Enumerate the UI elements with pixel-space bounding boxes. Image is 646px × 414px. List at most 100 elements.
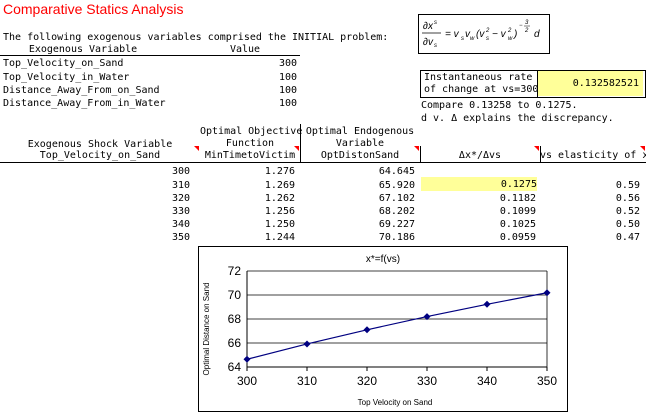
x-tick-label: 300 [237, 374, 257, 388]
svg-text:s: s [461, 36, 464, 42]
col3-header-line2: Variable [335, 138, 385, 149]
explain-note: d v. Δ explains the discrepancy. [421, 113, 614, 124]
x-tick-label: 320 [357, 374, 377, 388]
exo-row-name[interactable]: Distance_Away_From_in_Water [3, 98, 166, 109]
shock-cell[interactable]: 350 [171, 232, 190, 243]
endog-cell[interactable]: 68.202 [378, 206, 415, 217]
col3-header-line3: OptDistonSand [320, 150, 400, 161]
comment-indicator[interactable] [294, 146, 299, 151]
col2-header-line1: Optimal Objective [200, 126, 303, 137]
ratio-cell[interactable]: 0.1182 [499, 193, 536, 204]
endog-cell[interactable]: 67.102 [378, 193, 415, 204]
x-tick-label: 340 [477, 374, 497, 388]
comment-indicator[interactable] [194, 146, 199, 151]
data-point-marker [243, 355, 251, 363]
svg-text:s: s [434, 43, 437, 49]
objective-cell[interactable]: 1.262 [264, 193, 295, 204]
comment-indicator[interactable] [640, 146, 645, 151]
x-tick-label: 350 [537, 374, 557, 388]
line-chart: x*=f(vs) Top Velocity on Sand Optimal Di… [202, 254, 557, 407]
svg-text:d: d [534, 29, 540, 40]
svg-text:w: w [508, 36, 513, 42]
exo-row-value[interactable]: 100 [278, 72, 297, 83]
endog-cell[interactable]: 70.186 [378, 232, 415, 243]
svg-text:3: 3 [525, 20, 529, 26]
ratio-cell[interactable]: 0.1099 [499, 206, 536, 217]
objective-cell[interactable]: 1.256 [264, 206, 295, 217]
x-tick-label: 310 [297, 374, 317, 388]
compare-note: Compare 0.13258 to 0.1275. [421, 100, 578, 111]
svg-text:2: 2 [507, 28, 512, 34]
data-point-marker [483, 300, 491, 308]
endog-cell[interactable]: 69.227 [378, 219, 415, 230]
data-point-marker [363, 326, 371, 334]
chart-title: x*=f(vs) [366, 254, 400, 265]
col2-header-line3: MinTimetoVictim [204, 150, 296, 161]
y-tick-label: 70 [228, 288, 242, 302]
exo-row-name[interactable]: Top_Velocity_in_Water [3, 72, 130, 83]
col4-header: Δx*/Δvs [458, 150, 502, 161]
elasticity-cell[interactable]: 0.56 [615, 193, 640, 204]
data-point-marker [543, 289, 551, 297]
exo-header-variable: Exogenous Variable [28, 44, 138, 55]
ratio-cell[interactable]: 0.0959 [499, 232, 536, 243]
svg-text:s: s [434, 20, 437, 26]
objective-cell[interactable]: 1.250 [264, 219, 295, 230]
svg-text:(v: (v [476, 29, 485, 40]
y-tick-label: 66 [228, 336, 242, 350]
elasticity-cell[interactable]: 0.47 [615, 232, 640, 243]
elasticity-cell[interactable]: 0.50 [615, 219, 640, 230]
svg-text:= v: = v [445, 29, 460, 40]
shock-cell[interactable]: 330 [171, 206, 190, 217]
shock-cell[interactable]: 320 [171, 193, 190, 204]
col-separator [300, 124, 301, 162]
series-line [246, 292, 548, 360]
comment-indicator[interactable] [414, 146, 419, 151]
col-separator [540, 146, 541, 162]
rate-box-divider [537, 70, 538, 97]
shock-cell[interactable]: 310 [171, 180, 190, 191]
elasticity-cell[interactable]: 0.59 [615, 180, 640, 191]
objective-cell[interactable]: 1.269 [264, 180, 295, 191]
objective-cell[interactable]: 1.276 [264, 166, 295, 177]
table-header-rule [0, 162, 646, 163]
ratio-cell: 0.1275 [500, 179, 537, 190]
rate-label-line2: of change at vs=300 [424, 84, 539, 95]
svg-text:2: 2 [524, 28, 529, 34]
ratio-cell-highlight[interactable]: 0.1275 [421, 177, 537, 191]
svg-text:): ) [513, 29, 517, 40]
exo-row-value[interactable]: 300 [278, 58, 297, 69]
shock-cell[interactable]: 300 [171, 166, 190, 177]
data-point-marker [303, 340, 311, 348]
svg-text:2: 2 [485, 28, 490, 34]
col3-header-line1: Optimal Endogenous [305, 126, 415, 137]
col5-header: vs elasticity of x* [540, 150, 646, 161]
elasticity-cell[interactable]: 0.52 [615, 206, 640, 217]
ratio-cell[interactable]: 0.1025 [499, 219, 536, 230]
endog-cell[interactable]: 65.920 [378, 180, 415, 191]
x-tick-label: 330 [417, 374, 437, 388]
exo-row-name[interactable]: Distance_Away_From_on_Sand [3, 85, 160, 96]
exo-row-name[interactable]: Top_Velocity_on_Sand [3, 58, 124, 69]
intro-text: The following exogenous variables compri… [3, 32, 389, 43]
exo-row-value[interactable]: 100 [278, 85, 297, 96]
col1-header-line1: Exogenous Shock Variable [27, 139, 173, 150]
comment-indicator[interactable] [534, 146, 539, 151]
col1-header-line2: Top_Velocity_on_Sand [39, 150, 161, 161]
y-tick-label: 68 [228, 312, 242, 326]
chart-x-axis-label: Top Velocity on Sand [358, 398, 433, 407]
data-point-marker [423, 313, 431, 321]
svg-text:−: − [519, 23, 523, 29]
svg-text:∂x: ∂x [423, 21, 434, 32]
objective-cell[interactable]: 1.244 [264, 232, 295, 243]
chart-object[interactable]: x*=f(vs) Top Velocity on Sand Optimal Di… [198, 246, 568, 412]
chart-y-axis-label: Optimal Distance on Sand [202, 283, 211, 376]
exo-row-value[interactable]: 100 [278, 98, 297, 109]
shock-cell[interactable]: 340 [171, 219, 190, 230]
endog-cell[interactable]: 64.645 [378, 166, 415, 177]
col-separator [420, 146, 421, 162]
rate-value-cell[interactable]: 0.132582521 [538, 71, 643, 96]
rate-label-line1: Instantaneous rate [424, 72, 533, 83]
